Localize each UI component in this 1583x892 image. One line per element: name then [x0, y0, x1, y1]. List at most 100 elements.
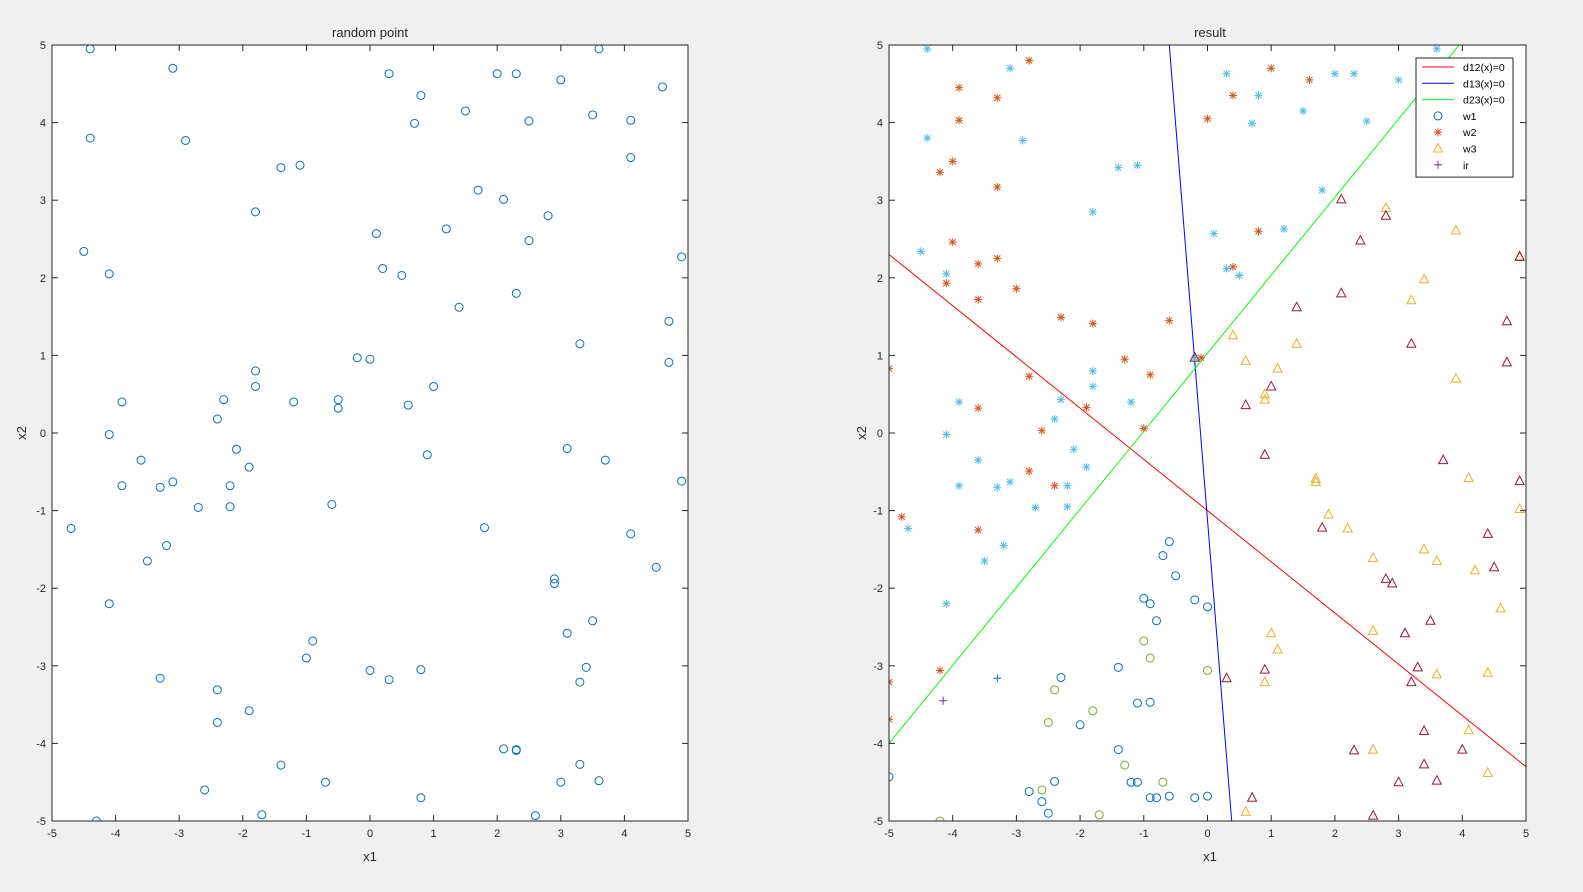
data-point [1394, 75, 1403, 84]
data-point [1367, 809, 1379, 820]
legend-label: d23(x)=0 [1463, 95, 1505, 107]
x-tick-label: 0 [367, 828, 373, 840]
legend-item: w1 [1433, 111, 1477, 123]
data-point [1088, 319, 1097, 328]
data-point [651, 562, 661, 572]
data-point [1165, 316, 1174, 325]
data-point [1189, 351, 1201, 362]
data-point [1050, 685, 1060, 695]
data-point [1228, 262, 1237, 271]
data-point [1145, 697, 1155, 707]
data-point [955, 83, 964, 92]
legend[interactable]: d12(x)=0 d13(x)=0 d23(x)=0 w1 w2 w3 ir [1415, 57, 1514, 178]
data-point [511, 288, 521, 298]
data-point [257, 810, 267, 820]
data-point [1348, 744, 1360, 755]
legend-marker [1432, 142, 1444, 153]
data-point [575, 759, 585, 769]
x-tick-label: 4 [1459, 828, 1465, 840]
data-point [155, 673, 165, 683]
data-point [79, 246, 89, 256]
data-point [1240, 354, 1252, 365]
data-point [549, 574, 559, 584]
data-point [429, 381, 439, 391]
data-point [594, 776, 604, 786]
legend-label: ir [1463, 160, 1469, 172]
y-tick-label: -1 [873, 506, 883, 518]
y-tick-label: 2 [40, 273, 46, 285]
data-point [1469, 564, 1481, 575]
data-point [365, 354, 375, 364]
axes-result: result x1 x2 -5 -4 -3 -2 -1 0 1 2 3 4 5 -5 -4 -3 -2 -1 0… [854, 25, 1529, 864]
data-point [1228, 91, 1237, 100]
axes-random-point: random point x1 x2 -5 -4 -3 -2 -1 0 1 2 3 4 5 -5 -4 -… [14, 25, 691, 864]
data-point [1406, 337, 1417, 348]
data-point [1386, 577, 1398, 588]
legend-item: d13(x)=0 [1422, 78, 1505, 90]
data-point [384, 675, 394, 685]
data-point [993, 674, 1002, 683]
data-point [993, 483, 1002, 492]
data-point [1018, 136, 1027, 145]
x-tick-label: -3 [1012, 828, 1022, 840]
data-point [1114, 163, 1123, 172]
data-point [626, 153, 636, 163]
data-point [289, 397, 299, 407]
data-point [524, 116, 534, 126]
data-point [1069, 445, 1078, 454]
y-tick-label: 2 [877, 273, 883, 285]
data-point [1380, 209, 1392, 220]
data-point [1267, 64, 1276, 73]
data-point [1514, 250, 1525, 261]
y-tick-label: 1 [877, 350, 883, 362]
data-point [1380, 572, 1392, 583]
data-point [1037, 426, 1046, 435]
data-point [1432, 45, 1441, 53]
data-point [1088, 382, 1097, 391]
data-point [543, 211, 553, 221]
data-point [974, 259, 983, 268]
data-point [955, 481, 964, 490]
data-point [212, 717, 222, 727]
data-point [365, 665, 375, 675]
plot-data [66, 45, 687, 821]
data-point [1203, 114, 1212, 123]
data-point [422, 450, 432, 460]
y-tick-label: -1 [36, 506, 46, 518]
data-point [1152, 616, 1162, 626]
data-point [664, 316, 674, 326]
data-point [1025, 467, 1034, 476]
data-point [66, 523, 76, 533]
data-point [889, 364, 893, 373]
data-point [1120, 760, 1130, 770]
data-point [1463, 471, 1475, 483]
data-point [1006, 477, 1015, 486]
data-point [1259, 448, 1271, 459]
y-tick-label: -2 [873, 583, 883, 595]
data-point [897, 512, 906, 521]
data-point [588, 110, 598, 120]
x-tick-label: 3 [1396, 828, 1402, 840]
legend-label: w1 [1462, 111, 1477, 123]
data-point [1126, 777, 1136, 787]
data-point [1259, 663, 1271, 674]
x-tick-label: -5 [884, 828, 894, 840]
legend-item: d23(x)=0 [1422, 95, 1505, 107]
data-point [117, 397, 127, 407]
data-point [889, 772, 894, 782]
data-point [942, 430, 951, 439]
data-point [1367, 551, 1379, 562]
data-point [1393, 776, 1404, 787]
data-point [1323, 508, 1334, 519]
data-point [1431, 668, 1443, 679]
x-tick-label: 5 [685, 828, 691, 840]
data-point [161, 541, 171, 551]
data-point [1145, 653, 1155, 663]
data-point [1139, 593, 1149, 603]
data-point [301, 653, 311, 663]
data-point [889, 715, 893, 724]
data-point [1240, 805, 1252, 816]
data-point [600, 455, 610, 465]
data-point [923, 134, 932, 143]
data-point [1088, 207, 1097, 216]
